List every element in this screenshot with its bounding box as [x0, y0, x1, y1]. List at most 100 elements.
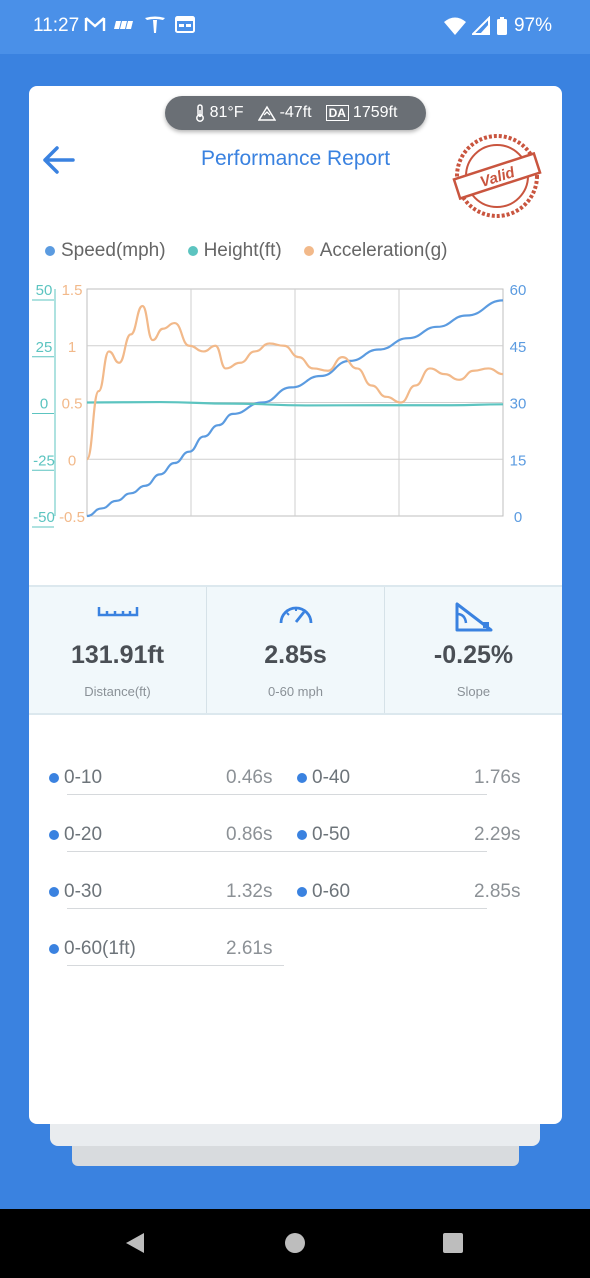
accel-tick-label: 1 [68, 339, 76, 356]
stat-slope: -0.25% Slope [385, 587, 562, 713]
split-bullet-icon [297, 830, 307, 840]
conditions-pill: 81°F -47ft DA 1759ft [165, 96, 426, 130]
tesla-t-icon [145, 16, 165, 33]
split-time: 1.32s [226, 881, 273, 902]
split-divider [67, 965, 284, 966]
height-tick-label: -50 [33, 509, 55, 526]
legend-speed-swatch [45, 246, 55, 256]
split-row: 0-60(1ft) 2.61s [29, 909, 309, 966]
stats-panel: 131.91ft Distance(ft) 2.85s 0-60 mph -0.… [29, 585, 562, 715]
split-bullet-icon [49, 830, 59, 840]
split-row: 0-20 0.86s [29, 795, 487, 852]
split-row: 0-10 0.46s [29, 738, 487, 795]
split-divider [67, 908, 487, 909]
page-title: Performance Report [200, 147, 391, 170]
split-bullet-icon [297, 887, 307, 897]
speed-tick-label: 0 [514, 509, 522, 526]
temperature-value: 81°F [209, 104, 244, 121]
split-time: 2.29s [474, 824, 521, 845]
navigation-bar [0, 1209, 590, 1278]
status-bar: 11:27 97% [0, 0, 590, 54]
battery-icon [496, 17, 507, 35]
home-nav-icon[interactable] [284, 1232, 306, 1254]
split-name: 0-60(1ft) [64, 938, 136, 959]
speed-tick-label: 60 [510, 282, 527, 299]
accel-tick-label: 1.5 [62, 282, 83, 299]
series-line-speed-mph [86, 299, 504, 518]
height-tick-label: 0 [40, 396, 48, 413]
series-line-height-ft [86, 400, 504, 407]
split-name: 0-50 [312, 824, 351, 845]
legend-acceleration-label: Acceleration(g) [319, 240, 448, 261]
elevation-value: -47ft [279, 104, 312, 121]
distance-label: Distance(ft) [84, 684, 151, 699]
back-arrow-icon[interactable] [39, 144, 77, 176]
report-card: 81°F -47ft DA 1759ft Performance Report … [29, 86, 562, 1124]
height-tick-label: 50 [36, 282, 53, 299]
split-row: 0-50 2.29s [277, 795, 537, 852]
split-name: 0-40 [312, 767, 351, 788]
split-row: 0-60 2.85s [277, 852, 537, 909]
recents-nav-icon[interactable] [442, 1232, 464, 1254]
series-line-acceleration-g [85, 304, 504, 461]
split-name: 0-20 [64, 824, 103, 845]
distance-value: 131.91ft [70, 641, 165, 669]
legend-height: Height(ft) [187, 240, 282, 262]
legend-speed-label: Speed(mph) [61, 240, 166, 261]
elevation-item: -47ft [257, 104, 312, 122]
split-divider [67, 851, 487, 852]
accel-tick-label: 0.5 [62, 396, 83, 413]
legend-speed: Speed(mph) [45, 240, 166, 262]
valid-stamp-icon: Valid [452, 134, 542, 218]
speed-tick-label: 30 [510, 396, 527, 413]
temperature-item: 81°F [194, 104, 244, 122]
density-altitude-value: 1759ft [352, 104, 398, 121]
split-time: 2.85s [474, 881, 521, 902]
split-bullet-icon [297, 773, 307, 783]
height-tick-label: -25 [33, 452, 55, 469]
split-name: 0-10 [64, 767, 103, 788]
zero-sixty-value: 2.85s [264, 641, 327, 669]
wifi-icon [443, 17, 466, 35]
split-row: 0-30 1.32s [29, 852, 487, 909]
notification-icons [84, 14, 196, 34]
split-time: 0.86s [226, 824, 273, 845]
battery-percent: 97% [513, 15, 552, 36]
da-badge: DA [325, 105, 349, 121]
split-row: 0-40 1.76s [277, 738, 537, 795]
split-time: 0.46s [226, 767, 273, 788]
split-name: 0-30 [64, 881, 103, 902]
calendar-icon [175, 16, 195, 33]
speed-tick-label: 45 [510, 339, 527, 356]
slope-label: Slope [456, 684, 491, 699]
split-name: 0-60 [312, 881, 351, 902]
ruler-icon [97, 607, 138, 617]
stat-distance: 131.91ft Distance(ft) [29, 587, 207, 713]
cell-signal-icon [471, 16, 490, 35]
back-nav-icon[interactable] [124, 1231, 146, 1255]
performance-chart: 50 25 0 -25 -50 1.5 1 0.5 0 -0.5 60 45 30 15 0 [32, 282, 527, 528]
legend-acceleration: Acceleration(g) [303, 240, 448, 262]
split-bullet-icon [49, 944, 59, 954]
mountain-icon [257, 105, 276, 121]
slope-icon [455, 602, 492, 632]
height-tick-label: 25 [36, 339, 53, 356]
legend-height-swatch [187, 246, 198, 256]
status-time: 11:27 [33, 15, 80, 36]
chart-legend: Speed(mph) Height(ft) Acceleration(g) [45, 240, 447, 262]
legend-height-label: Height(ft) [203, 240, 282, 261]
gmail-icon [84, 17, 106, 31]
slope-value: -0.25% [433, 641, 514, 669]
accel-tick-label: -0.5 [59, 509, 85, 526]
legend-acceleration-swatch [303, 246, 314, 256]
speedometer-icon [279, 606, 312, 624]
density-altitude-item: DA 1759ft [325, 104, 398, 122]
zero-sixty-label: 0-60 mph [268, 684, 323, 699]
split-divider [67, 794, 487, 795]
speed-tick-label: 15 [510, 452, 527, 469]
system-status: 97% [443, 15, 552, 37]
split-bullet-icon [49, 887, 59, 897]
stat-zero-sixty: 2.85s 0-60 mph [207, 587, 385, 713]
split-bullet-icon [49, 773, 59, 783]
accel-tick-label: 0 [68, 452, 76, 469]
